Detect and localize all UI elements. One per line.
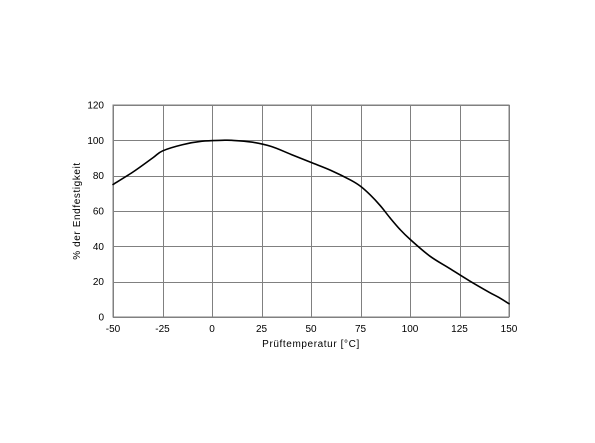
x-tick-label: 50 bbox=[305, 324, 317, 335]
x-tick-label: 125 bbox=[451, 324, 468, 335]
x-tick-label: 100 bbox=[402, 324, 419, 335]
y-tick-label: 20 bbox=[93, 277, 105, 288]
data-series bbox=[112, 139, 510, 305]
x-axis-tick-labels: -50 -25 0 25 50 75 100 125 150 bbox=[106, 324, 518, 335]
x-tick-label: -25 bbox=[155, 324, 170, 335]
x-axis-title: Prüftemperatur [°C] bbox=[262, 339, 360, 350]
x-tick-label: -50 bbox=[106, 324, 121, 335]
x-tick-label: 150 bbox=[501, 324, 518, 335]
y-tick-label: 60 bbox=[93, 207, 105, 218]
y-tick-label: 80 bbox=[93, 171, 105, 182]
y-tick-label: 100 bbox=[87, 136, 104, 147]
y-tick-label: 0 bbox=[98, 313, 104, 324]
series-line bbox=[112, 139, 510, 305]
y-axis-tick-labels: 0 20 40 60 80 100 120 bbox=[87, 101, 104, 324]
x-tick-label: 75 bbox=[355, 324, 367, 335]
plot-area-frame bbox=[112, 104, 510, 318]
grid bbox=[113, 105, 510, 318]
y-axis-title: % der Endfestigkeit bbox=[72, 162, 83, 260]
x-tick-label: 0 bbox=[209, 324, 215, 335]
y-tick-label: 120 bbox=[87, 101, 104, 112]
y-tick-label: 40 bbox=[93, 242, 105, 253]
x-tick-label: 25 bbox=[256, 324, 268, 335]
